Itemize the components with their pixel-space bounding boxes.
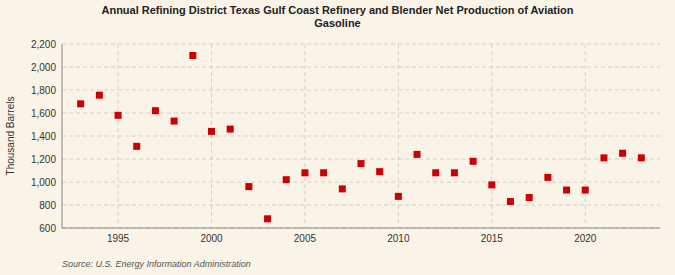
point — [395, 193, 402, 200]
y-tick-label: 2,200 — [31, 39, 56, 50]
y-tick-label: 2,000 — [31, 62, 56, 73]
point — [638, 154, 645, 161]
points — [77, 52, 645, 222]
point — [245, 183, 252, 190]
y-grid-line — [62, 113, 660, 114]
y-grid-line — [62, 67, 660, 68]
title: Annual Refining District Texas Gulf Coas… — [101, 4, 573, 29]
x-grid-line — [491, 44, 492, 228]
y-grid-line — [62, 159, 660, 160]
x-grid-line — [304, 44, 305, 228]
point — [77, 100, 84, 107]
point — [227, 126, 234, 133]
point — [152, 107, 159, 114]
point — [301, 169, 308, 176]
x-grid-line — [585, 44, 586, 228]
point — [171, 118, 178, 125]
y-grid-line — [62, 228, 660, 229]
y-tick-label: 1,400 — [31, 131, 56, 142]
x-grid-line — [118, 44, 119, 228]
y-axis-line — [62, 44, 63, 228]
point — [544, 174, 551, 181]
y-tick-label: 1,200 — [31, 154, 56, 165]
point — [339, 185, 346, 192]
point — [451, 169, 458, 176]
point — [283, 176, 290, 183]
source-note: Source: U.S. Energy Information Administ… — [62, 259, 251, 269]
point — [320, 169, 327, 176]
y-grid-line — [62, 44, 660, 45]
y-axis-label: Thousand Barrels — [5, 97, 16, 176]
point — [507, 198, 514, 205]
x-tick-label: 2010 — [387, 233, 410, 244]
y-tick-label: 600 — [39, 223, 56, 234]
point — [264, 215, 271, 222]
y-grid-line — [62, 136, 660, 137]
x-tick-label: 1995 — [107, 233, 130, 244]
point — [208, 128, 215, 135]
y-tick-label: 800 — [39, 200, 56, 211]
y-grid-line — [62, 90, 660, 91]
x-tick-label: 2020 — [574, 233, 597, 244]
x-grid-line — [211, 44, 212, 228]
point — [133, 143, 140, 150]
x-grid-line — [398, 44, 399, 228]
title-line: Gasoline — [314, 17, 360, 29]
point — [526, 194, 533, 201]
point — [376, 168, 383, 175]
y-tick-label: 1,000 — [31, 177, 56, 188]
y-tick-label: 1,600 — [31, 108, 56, 119]
grid — [62, 44, 660, 228]
y-grid-line — [62, 182, 660, 183]
y-tick-label: 1,800 — [31, 85, 56, 96]
point — [582, 187, 589, 194]
x-tick-label: 2005 — [294, 233, 317, 244]
point — [488, 181, 495, 188]
background — [0, 0, 675, 275]
point — [96, 92, 103, 99]
chart: Annual Refining District Texas Gulf Coas… — [0, 0, 675, 275]
point — [563, 187, 570, 194]
point — [619, 150, 626, 157]
point — [470, 158, 477, 165]
x-axis-line — [62, 228, 660, 229]
point — [115, 112, 122, 119]
x-tick-label: 2000 — [200, 233, 223, 244]
y-grid-line — [62, 205, 660, 206]
title-line: Annual Refining District Texas Gulf Coas… — [101, 4, 573, 16]
point — [358, 160, 365, 167]
point — [432, 169, 439, 176]
point — [414, 151, 421, 158]
point — [189, 52, 196, 59]
point — [600, 154, 607, 161]
x-tick-label: 2015 — [481, 233, 504, 244]
